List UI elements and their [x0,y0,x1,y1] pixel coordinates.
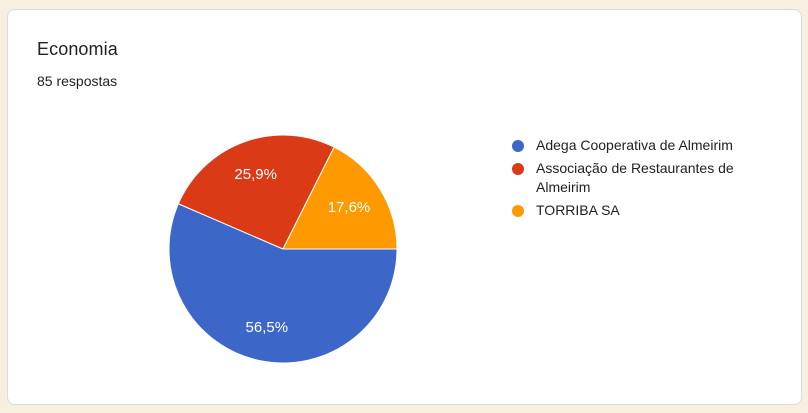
legend-item-adega: Adega Cooperativa de Almeirim [512,136,788,155]
pie-slice-label-torriba: 17,6% [328,199,371,216]
pie-slice-adega[interactable] [168,203,398,364]
pie-slice-torriba[interactable] [282,146,398,250]
pie-slice-label-adega: 56,5% [246,319,289,336]
question-title: Economia [37,39,118,59]
legend-label: TORRIBA SA [536,202,620,218]
responses-count: 85 respostas [37,73,118,89]
legend-color-dot-icon [512,139,524,152]
legend-label: Associação de Restaurantes de Almeirim [536,160,734,195]
legend-color-dot-icon [512,204,524,217]
legend-color-dot-icon [512,162,524,175]
legend-item-torriba: TORRIBA SA [512,201,788,220]
chart-legend: Adega Cooperativa de Almeirim Associação… [512,136,788,220]
legend-label: Adega Cooperativa de Almeirim [536,137,733,153]
question-summary-card: Economia 85 respostas 56,5% 25,9% 17,6% … [7,9,802,405]
legend-item-associacao: Associação de Restaurantes de Almeirim [512,159,788,197]
pie-slice-label-associacao: 25,9% [234,166,277,183]
pie-chart: 56,5% 25,9% 17,6% [168,134,398,364]
pie-slice-associacao[interactable] [177,134,335,250]
